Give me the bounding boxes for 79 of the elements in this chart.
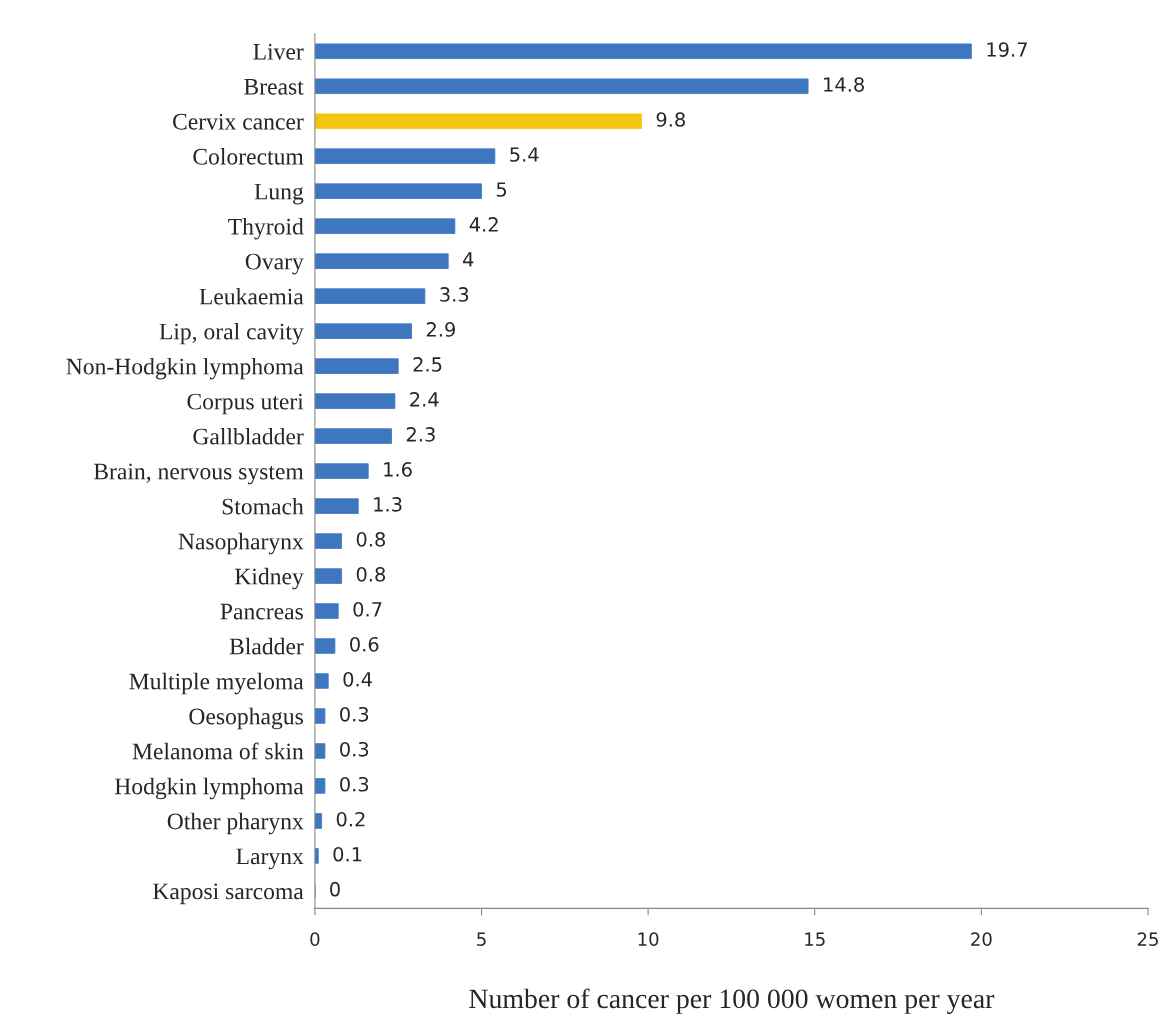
y-tick-label: Lung	[254, 183, 304, 205]
data-label: 5	[496, 182, 507, 197]
bar	[314, 288, 426, 304]
bar	[314, 323, 412, 339]
y-tick-label: Nasopharynx	[178, 532, 304, 555]
y-tick-label: Non-Hodgkin lymphoma	[66, 357, 304, 380]
y-tick-label: Kaposi sarcoma	[153, 883, 304, 905]
y-tick-label: Cervix cancer	[173, 113, 304, 130]
y-tick-label: Ovary	[245, 253, 304, 275]
y-tick-label: Hodgkin lymphoma	[114, 777, 304, 800]
y-tick-label: Stomach	[222, 497, 304, 515]
data-label: 0.7	[353, 601, 382, 617]
data-label: 0.8	[356, 532, 386, 547]
data-label: 0.8	[356, 566, 386, 582]
bar	[314, 148, 496, 164]
bar	[314, 638, 336, 654]
data-label: 1.3	[374, 497, 402, 512]
bar	[314, 43, 972, 60]
y-tick-label: Multiple myeloma	[129, 672, 304, 695]
bar	[314, 498, 359, 514]
data-label: 14.8	[824, 77, 864, 92]
bar	[314, 603, 339, 619]
data-label: 0.2	[336, 811, 365, 827]
bar	[314, 78, 809, 95]
data-label: 0.1	[333, 846, 362, 862]
data-label: 2.5	[413, 357, 442, 372]
y-tick-label: Colorectum	[193, 148, 304, 165]
bar	[314, 218, 456, 234]
y-tick-label: Leukaemia	[199, 287, 304, 305]
x-tick-label: 10	[638, 932, 659, 947]
y-tick-label: Corpus uteri	[187, 393, 304, 415]
y-tick-label: Melanoma of skin	[132, 742, 304, 760]
bar	[314, 463, 369, 479]
bar	[314, 778, 326, 794]
y-tick-label: Pancreas	[220, 603, 303, 620]
bar	[314, 708, 326, 724]
y-tick-label: Oesophagus	[189, 707, 303, 730]
data-label: 0.6	[350, 636, 379, 652]
data-label: 3.3	[440, 287, 469, 302]
y-tick-label: Kidney	[234, 567, 304, 590]
data-label: 0.3	[340, 741, 369, 757]
data-label: 2.4	[410, 392, 439, 407]
bar	[314, 113, 642, 129]
bar	[314, 253, 449, 269]
bar	[314, 393, 396, 409]
data-label: 0.3	[340, 706, 369, 722]
y-tick-label: Breast	[244, 78, 304, 95]
data-label: 0.4	[343, 671, 372, 687]
x-tick-label: 25	[1137, 932, 1158, 947]
x-tick-label: 5	[477, 932, 486, 947]
bar	[314, 428, 392, 444]
bar	[314, 673, 329, 689]
data-label: 2.9	[426, 322, 455, 337]
y-tick-label: Lip, oral cavity	[159, 322, 304, 345]
y-tick-label: Larynx	[236, 848, 304, 870]
y-tick-label: Bladder	[229, 637, 304, 655]
bar	[314, 743, 326, 759]
data-label: 5.4	[510, 147, 539, 162]
y-tick-label: Gallbladder	[193, 427, 304, 445]
data-label: 9.8	[656, 112, 685, 127]
y-tick-label: Thyroid	[228, 217, 304, 240]
y-tick-label: Brain, nervous system	[93, 463, 304, 485]
bar	[314, 358, 399, 374]
x-axis-title: Number of cancer per 100 000 women per year	[469, 988, 995, 1014]
data-label: 19.7	[987, 42, 1027, 57]
data-label: 1.6	[384, 462, 412, 477]
data-label: 0.3	[340, 776, 369, 792]
bar	[314, 183, 482, 199]
x-tick-label: 20	[971, 932, 992, 947]
x-tick-label: 15	[805, 932, 825, 947]
bar	[314, 568, 342, 584]
bar	[314, 533, 342, 549]
data-label: 4	[463, 252, 474, 267]
data-label: 2.3	[406, 427, 435, 442]
x-tick-label: 0	[310, 932, 320, 947]
data-label: 0	[330, 881, 340, 897]
y-tick-label: Liver	[253, 43, 304, 60]
y-tick-label: Other pharynx	[167, 812, 304, 835]
data-label: 4.2	[469, 217, 498, 232]
